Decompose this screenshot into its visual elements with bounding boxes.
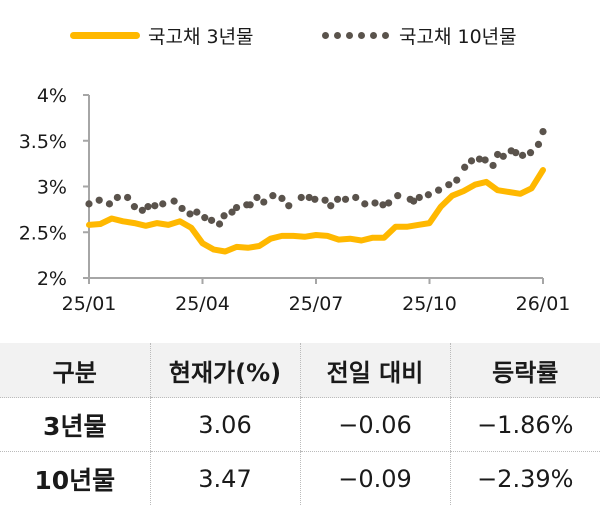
table-header-row: 구분 현재가(%) 전일 대비 등락률 xyxy=(0,343,600,398)
svg-text:25/04: 25/04 xyxy=(175,293,230,315)
chart-axes xyxy=(83,95,543,284)
header-current-price: 현재가(%) xyxy=(150,343,300,398)
svg-text:3.5%: 3.5% xyxy=(19,131,67,153)
row-label: 3년물 xyxy=(0,398,150,452)
yield-table: 구분 현재가(%) 전일 대비 등락률 3년물 3.06 −0.06 −1.86… xyxy=(0,343,600,505)
y-axis-labels: 2% 2.5% 3% 3.5% 4% xyxy=(19,85,67,290)
svg-text:25/01: 25/01 xyxy=(62,293,117,315)
daily-change-cell: −0.06 xyxy=(300,398,450,452)
change-rate-cell: −2.39% xyxy=(450,452,600,505)
header-change-rate: 등락률 xyxy=(450,343,600,398)
row-label: 10년물 xyxy=(0,452,150,505)
current-price-cell: 3.47 xyxy=(150,452,300,505)
svg-text:26/01: 26/01 xyxy=(516,293,571,315)
header-daily-change: 전일 대비 xyxy=(300,343,450,398)
svg-text:2.5%: 2.5% xyxy=(19,222,67,244)
chart-legend: 국고채 3년물 국고채 10년물 xyxy=(0,22,600,52)
legend-label-3y: 국고채 3년물 xyxy=(148,22,254,49)
svg-text:3%: 3% xyxy=(37,177,67,199)
line-chart: 2% 2.5% 3% 3.5% 4% 25/01 25/04 25/07 25/10 26/01 xyxy=(0,60,600,330)
legend-label-10y: 국고채 10년물 xyxy=(399,22,517,49)
table-row: 10년물 3.47 −0.09 −2.39% xyxy=(0,452,600,505)
svg-text:25/07: 25/07 xyxy=(289,293,344,315)
solid-line-swatch-icon xyxy=(70,32,140,39)
svg-text:2%: 2% xyxy=(37,268,67,290)
current-price-cell: 3.06 xyxy=(150,398,300,452)
header-category: 구분 xyxy=(0,343,150,398)
series-10y-dots xyxy=(85,128,546,228)
legend-item-3y: 국고채 3년물 xyxy=(70,22,254,49)
change-rate-cell: −1.86% xyxy=(450,398,600,452)
svg-text:25/10: 25/10 xyxy=(402,293,457,315)
series-3y-line xyxy=(89,170,543,252)
daily-change-cell: −0.09 xyxy=(300,452,450,505)
dotted-line-swatch-icon xyxy=(322,32,389,39)
legend-item-10y: 국고채 10년물 xyxy=(322,22,517,49)
x-axis-labels: 25/01 25/04 25/07 25/10 26/01 xyxy=(62,293,571,315)
svg-text:4%: 4% xyxy=(37,85,67,107)
table-row: 3년물 3.06 −0.06 −1.86% xyxy=(0,398,600,452)
